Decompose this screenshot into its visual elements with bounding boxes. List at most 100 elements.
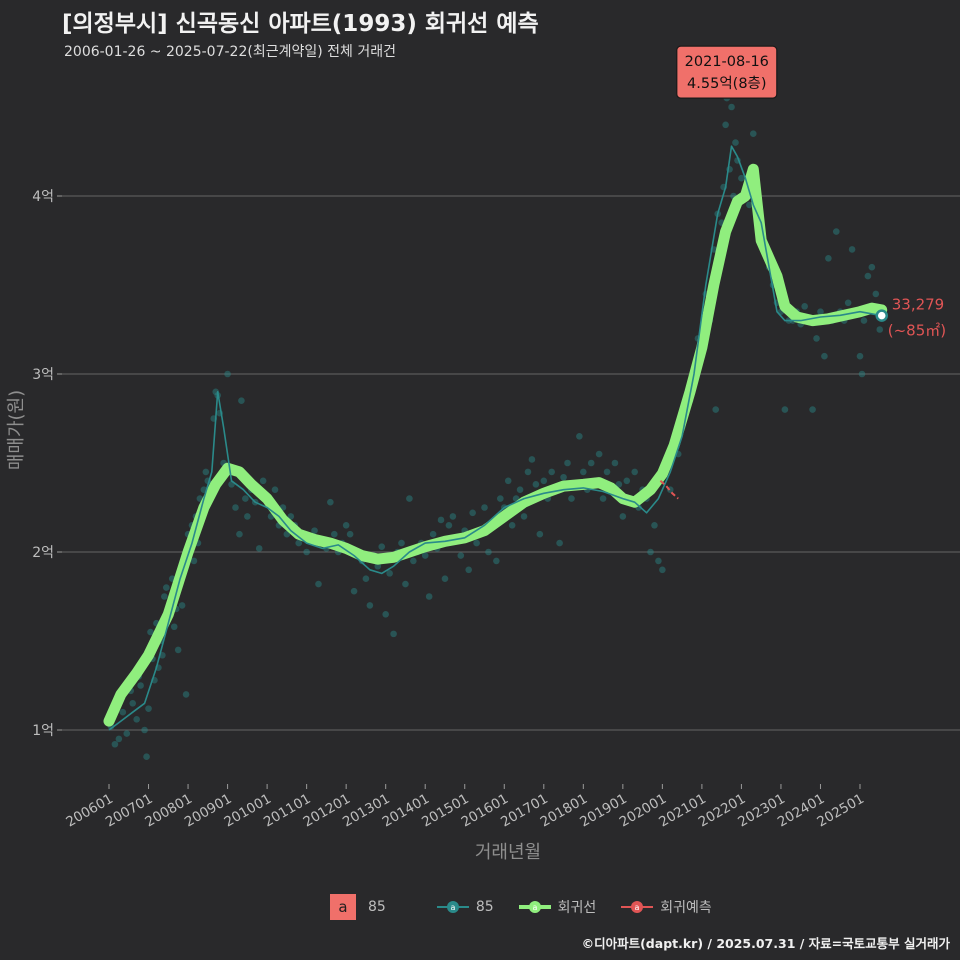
transaction-point — [145, 705, 152, 712]
transaction-point — [163, 584, 170, 591]
transaction-point — [202, 468, 210, 476]
transaction-point — [271, 486, 279, 494]
gridlines — [62, 195, 960, 731]
transaction-point — [362, 575, 370, 582]
transaction-point — [821, 352, 828, 360]
transaction-point — [619, 513, 627, 520]
transaction-point — [441, 575, 449, 582]
forecast-line — [659, 480, 679, 500]
annotations: 2021-08-16 4.55억(8층) 33,279 (~85㎡) — [676, 45, 946, 340]
y-tick-label: 1억 — [32, 723, 54, 739]
transaction-point — [560, 473, 567, 481]
legend-regression-label: 회귀선 — [557, 900, 597, 916]
svg-text:a: a — [532, 903, 537, 912]
transaction-point — [437, 516, 445, 524]
transaction-point — [374, 562, 382, 570]
transaction-point — [382, 611, 389, 618]
transaction-point — [465, 566, 472, 574]
transaction-point — [143, 753, 150, 760]
transaction-point — [536, 530, 544, 538]
chart-title: [의정부시] 신곡동신 아파트(1993) 회귀선 예측 — [62, 11, 539, 37]
transaction-point — [540, 477, 548, 485]
callout-box — [676, 45, 778, 99]
transaction-point — [580, 468, 587, 476]
transaction-point — [872, 290, 880, 298]
transaction-point — [655, 557, 662, 565]
transaction-point — [190, 557, 198, 565]
transaction-point — [564, 459, 571, 467]
transaction-point — [346, 530, 354, 538]
y-tick-label: 3억 — [32, 367, 54, 383]
legend-forecast: a 회귀예측 — [620, 897, 712, 917]
legend-series-85: a 85 — [436, 897, 494, 917]
transaction-point — [848, 246, 856, 253]
transaction-point — [722, 121, 729, 129]
transaction-point — [366, 602, 374, 609]
transaction-point — [259, 477, 267, 485]
transaction-point — [449, 513, 457, 520]
transaction-point — [238, 397, 245, 405]
transaction-point — [595, 450, 603, 458]
teal-line-icon: a — [436, 901, 469, 913]
transaction-point — [315, 580, 322, 588]
transaction-point — [425, 593, 433, 600]
transaction-point — [548, 468, 555, 476]
transaction-point — [508, 522, 516, 529]
y-tick-label: 4억 — [32, 189, 54, 205]
transaction-point — [864, 272, 872, 280]
transaction-point — [410, 557, 417, 565]
transaction-point — [728, 103, 735, 111]
transaction-point — [493, 557, 500, 565]
transaction-point — [178, 602, 186, 609]
transaction-point — [133, 716, 140, 723]
transaction-point — [516, 486, 524, 494]
y-axis-label: 매매가(원) — [6, 390, 27, 470]
transaction-point — [402, 580, 409, 588]
transaction-point — [174, 646, 182, 654]
transaction-point — [473, 539, 480, 547]
transaction-point — [350, 587, 358, 595]
transaction-point — [311, 527, 318, 534]
transaction-point — [378, 543, 386, 550]
transaction-point — [161, 593, 168, 600]
transaction-point — [603, 468, 611, 476]
transaction-point — [303, 548, 310, 556]
transaction-point — [141, 726, 148, 734]
transaction-point — [809, 406, 816, 413]
transaction-point — [746, 201, 753, 209]
series-lines — [103, 145, 888, 731]
transaction-point — [232, 504, 239, 511]
transaction-point — [255, 545, 263, 552]
latest-point-marker — [875, 309, 888, 322]
transaction-point — [738, 174, 745, 182]
transaction-point — [781, 406, 789, 413]
transaction-point — [844, 299, 852, 307]
transaction-point — [497, 495, 504, 502]
transaction-point — [749, 130, 757, 137]
transaction-point — [860, 317, 868, 324]
red-line-icon: a — [621, 901, 654, 913]
transaction-point — [129, 700, 137, 707]
transaction-point — [868, 263, 876, 271]
transaction-point — [623, 477, 631, 485]
transaction-point — [445, 522, 453, 529]
transaction-point — [801, 303, 808, 310]
y-tick-label: 2억 — [32, 545, 54, 561]
transaction-point — [469, 509, 476, 517]
max-price-callout: 2021-08-16 4.55억(8층) — [676, 45, 778, 99]
transaction-point — [236, 530, 243, 538]
callout-date: 2021-08-16 — [685, 54, 769, 70]
transaction-point — [615, 481, 623, 488]
legend-series-85-label: 85 — [475, 899, 494, 915]
transaction-point — [520, 513, 528, 520]
transaction-point — [712, 406, 720, 413]
end-value-label: 33,279 — [892, 296, 945, 314]
transaction-point — [568, 495, 575, 502]
transaction-point — [390, 630, 397, 638]
transaction-point — [119, 708, 127, 716]
transaction-point — [331, 530, 338, 538]
transaction-point — [611, 459, 619, 467]
transaction-point — [327, 498, 334, 506]
transaction-point — [817, 308, 824, 316]
